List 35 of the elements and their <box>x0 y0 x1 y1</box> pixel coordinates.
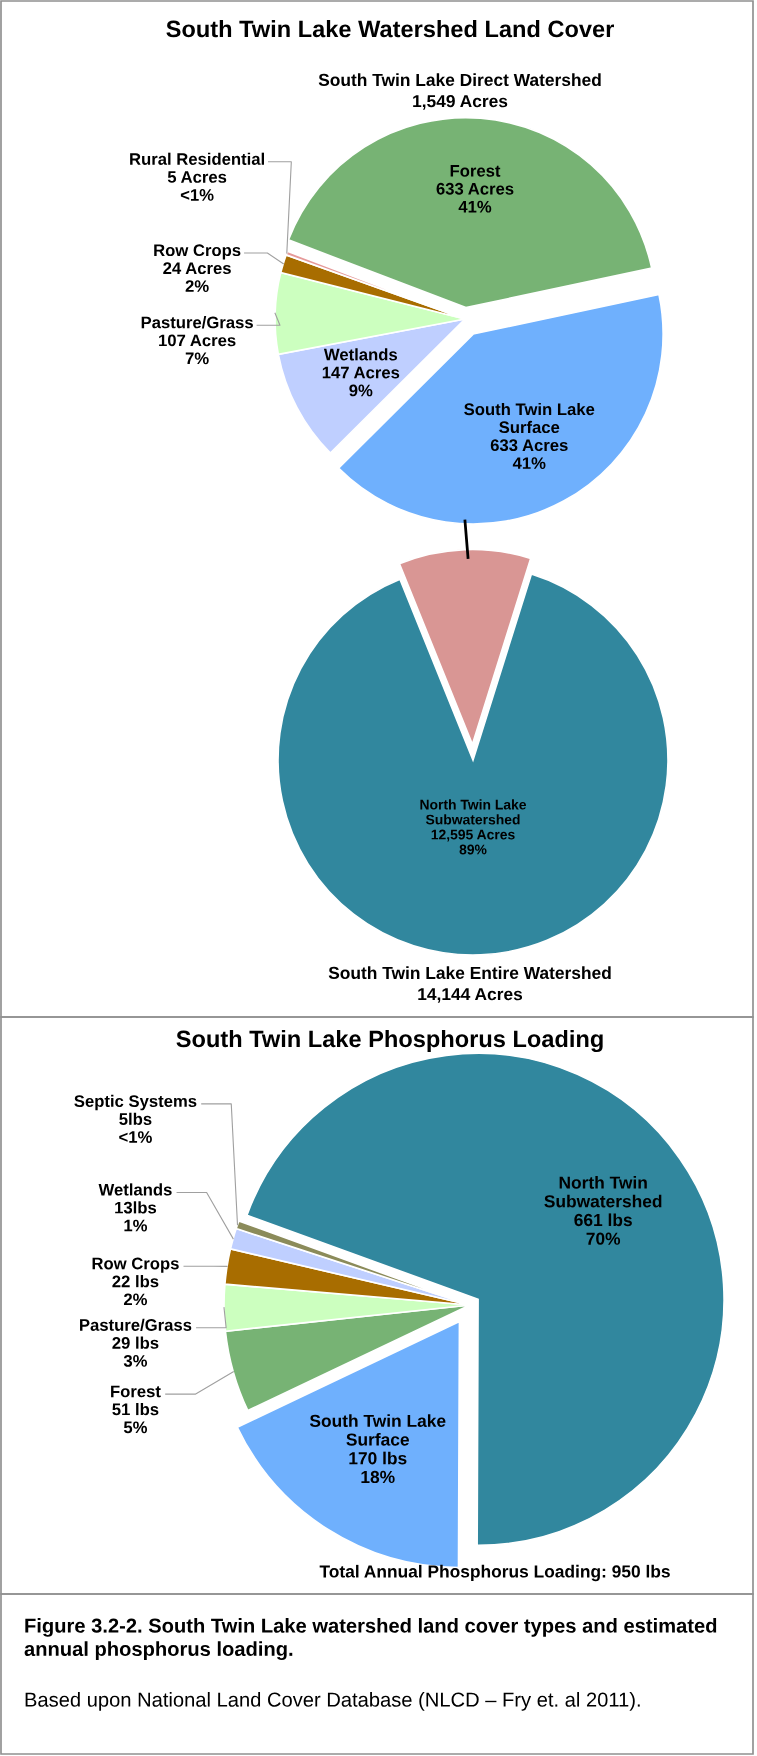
data-label: 633 Acres 41% <box>436 182 514 213</box>
slice-label: Pasture/Grass <box>80 1318 192 1332</box>
data-label: 13lbs 1% <box>115 1201 157 1232</box>
slice-label: Rural Residential <box>130 152 264 165</box>
data-label: 5 Acres <1% <box>167 171 227 201</box>
data-label: 147 Acres 9% <box>322 366 400 397</box>
slice-label: South Twin Lake Surface <box>309 1414 446 1446</box>
slice-label: North Twin Subwatershed <box>544 1175 662 1208</box>
slice-label: North Twin Lake Subwatershed <box>420 799 527 825</box>
slice-label: Forest <box>450 165 501 177</box>
slice-label: Pasture/Grass <box>141 316 253 329</box>
data-label: 661 lbs 70% <box>574 1213 632 1245</box>
slice-label: Row Crops <box>92 1257 179 1273</box>
data-label: 5lbs <1% <box>119 1112 152 1143</box>
slice-label: Wetlands <box>323 348 398 361</box>
slice-label: Row Crops <box>154 244 241 260</box>
slice-label: Septic Systems <box>74 1094 197 1111</box>
text: Total Annual Phosphorus Loading: 950 lbs <box>319 1564 670 1582</box>
chart-subtitle: South Twin Lake Direct Watershed 1,549 Acres <box>318 73 601 110</box>
data-label: 12,595 Acres 89% <box>431 829 515 855</box>
slice-label: Wetlands <box>98 1183 172 1196</box>
chart-title: South Twin Lake Phosphorus Loading <box>176 1029 603 1053</box>
data-label: 22 lbs 2% <box>112 1275 159 1306</box>
caption: Figure 3.2-2. South Twin Lake watershed land cover types and estimated annual phosphorus loading. <box>24 1618 717 1661</box>
data-label: 29 lbs 3% <box>112 1336 159 1367</box>
slice-label: South Twin Lake Surface <box>464 402 595 434</box>
text: Based upon National Land Cover Database (NLCD – Fry et. al 2011). <box>25 1692 640 1711</box>
chart-title: South Twin Lake Watershed Land Cover <box>166 20 614 38</box>
text: South Twin Lake Entire Watershed 14,144 Acres <box>328 966 611 1003</box>
data-label: 107 Acres 7% <box>159 334 236 365</box>
data-label: 24 Acres 2% <box>163 262 231 292</box>
slice-label: Forest <box>111 1385 161 1398</box>
data-label: 633 Acres 41% <box>490 439 568 469</box>
data-label: 170 lbs 18% <box>349 1451 407 1484</box>
data-label: 51 lbs 5% <box>112 1403 159 1434</box>
